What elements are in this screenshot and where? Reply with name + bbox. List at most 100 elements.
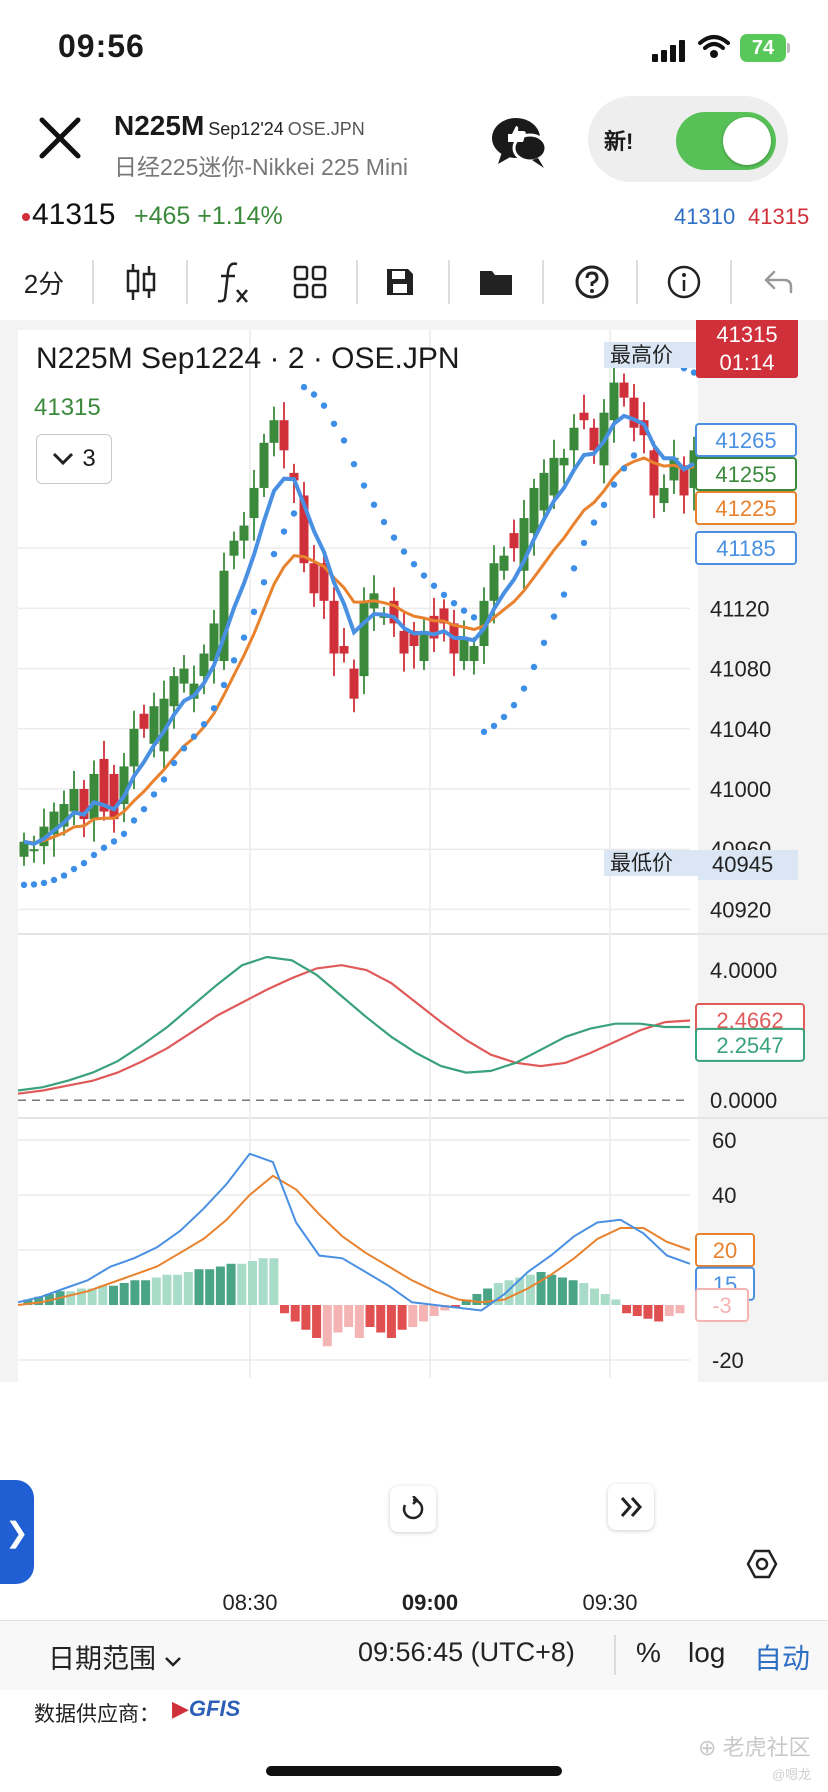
oscillator-slow-line xyxy=(17,1174,691,1306)
new-feature-toggle[interactable]: 新! xyxy=(588,96,788,182)
bid-price: 41310 xyxy=(674,204,736,229)
sar-dot xyxy=(390,534,398,541)
sar-dot xyxy=(540,639,548,646)
candle-up xyxy=(49,811,59,835)
candle-up xyxy=(59,804,69,827)
auto-scale-button[interactable]: 自动 xyxy=(754,1643,811,1674)
reset-chart-button[interactable] xyxy=(390,1486,436,1532)
histogram-bar-negative xyxy=(622,1305,632,1314)
candlestick-icon[interactable] xyxy=(116,258,166,306)
histogram-bar-negative xyxy=(354,1305,364,1338)
histogram-bar-positive xyxy=(568,1280,578,1305)
sar-dot xyxy=(570,565,578,572)
provider-logo: ▶GFIS xyxy=(172,1696,241,1721)
candle-down xyxy=(109,773,119,820)
date-range-button[interactable]: 日期范围 xyxy=(48,1637,182,1676)
candle-down xyxy=(349,668,359,699)
formula-icon[interactable] xyxy=(206,258,260,306)
price-chart[interactable]: 41160411204108041040410004096040920最高价41… xyxy=(0,320,828,1620)
sar-dot xyxy=(440,591,448,599)
candle-up xyxy=(149,706,159,744)
candle-up xyxy=(209,623,219,662)
grid-icon[interactable] xyxy=(284,258,336,306)
close-button[interactable] xyxy=(36,114,84,162)
interval-button[interactable]: 2分 xyxy=(14,258,74,306)
sar-dot xyxy=(50,876,58,884)
battery-icon: 74 xyxy=(740,34,790,62)
sar-dot xyxy=(630,452,638,459)
sar-dot xyxy=(240,634,248,641)
percent-scale-button[interactable]: % xyxy=(636,1637,661,1668)
histogram-bar-positive xyxy=(98,1285,108,1305)
folder-icon[interactable] xyxy=(468,258,524,306)
sar-dot xyxy=(130,817,138,824)
candle-down xyxy=(679,465,689,496)
sar-dot xyxy=(190,733,198,740)
indicator-collapse-button[interactable]: 3 xyxy=(36,434,112,484)
candle-down xyxy=(509,533,519,549)
chart-title: N225M Sep1224 · 2 · OSE.JPN xyxy=(36,342,460,375)
candle-up xyxy=(169,676,179,707)
sar-dot xyxy=(580,539,588,547)
toggle-switch[interactable] xyxy=(676,112,776,170)
histogram-bar-negative xyxy=(440,1305,450,1311)
high-label: 最高价 xyxy=(610,344,673,367)
community-chat-icon[interactable] xyxy=(490,114,550,170)
ma-fast-tag: 41265 xyxy=(715,428,776,453)
scroll-to-latest-button[interactable] xyxy=(608,1484,654,1530)
histogram-bar-positive xyxy=(151,1277,161,1305)
histogram-bar-negative xyxy=(418,1305,428,1322)
candle-up xyxy=(499,555,509,571)
candle-up xyxy=(659,487,669,503)
candle-up xyxy=(189,683,199,699)
save-icon[interactable] xyxy=(374,258,426,306)
candle-down xyxy=(409,630,419,646)
histogram-bar-negative xyxy=(290,1305,300,1322)
provider-logo-text: GFIS xyxy=(188,1696,241,1721)
watermark-text: 老虎社区 xyxy=(722,1735,811,1760)
histogram-bar-negative xyxy=(312,1305,322,1338)
sar-dot xyxy=(280,528,288,535)
histogram-bar-positive xyxy=(483,1288,493,1305)
candle-up xyxy=(119,766,129,805)
histogram-bar-positive xyxy=(34,1296,44,1305)
battery-level: 74 xyxy=(740,34,786,62)
last-price-countdown: 01:14 xyxy=(719,350,774,375)
ma-slow-tag-box xyxy=(695,491,797,525)
candle-down xyxy=(329,600,339,654)
help-icon[interactable] xyxy=(566,258,618,306)
chart-area[interactable]: 41160411204108041040410004096040920最高价41… xyxy=(0,320,828,1620)
sar-dot xyxy=(610,481,618,488)
sar-dot xyxy=(520,685,528,692)
price-axis-label: 40920 xyxy=(710,897,771,922)
candle-up xyxy=(519,518,529,571)
last-price-tag: 41315 xyxy=(716,322,777,347)
sar-dot xyxy=(70,865,78,873)
info-icon[interactable] xyxy=(658,258,710,306)
sar-dot xyxy=(420,572,428,579)
watermark: ⊕ 老虎社区 xyxy=(698,1730,811,1762)
chart-settings-icon[interactable] xyxy=(746,1548,778,1580)
data-provider-label: 数据供应商： xyxy=(34,1703,160,1726)
histogram-bar-positive xyxy=(66,1291,76,1305)
candle-down xyxy=(619,382,629,398)
chart-toolbar: 2分 xyxy=(0,248,828,316)
histogram-bar-positive xyxy=(194,1269,204,1305)
histogram-bar-negative xyxy=(376,1305,386,1333)
macd-axis-label: 4.0000 xyxy=(710,958,777,983)
candle-down xyxy=(289,472,299,481)
clock[interactable]: 09:56:45 (UTC+8) xyxy=(358,1637,575,1667)
side-panel-tab[interactable]: ❯ xyxy=(0,1480,34,1584)
sar-dot xyxy=(590,519,598,526)
symbol-title[interactable]: N225M Sep12'24 OSE.JPN xyxy=(114,110,365,142)
undo-icon[interactable] xyxy=(752,258,804,306)
ask-price: 41315 xyxy=(748,204,810,229)
histogram-bar-positive xyxy=(547,1274,557,1305)
candle-up xyxy=(259,442,269,488)
candle-up xyxy=(239,525,249,541)
sar-dot xyxy=(550,613,558,620)
sar-dot xyxy=(430,582,438,589)
rotate-icon xyxy=(402,1496,424,1520)
histogram-bar-positive xyxy=(215,1266,225,1305)
log-scale-button[interactable]: log xyxy=(688,1637,726,1668)
